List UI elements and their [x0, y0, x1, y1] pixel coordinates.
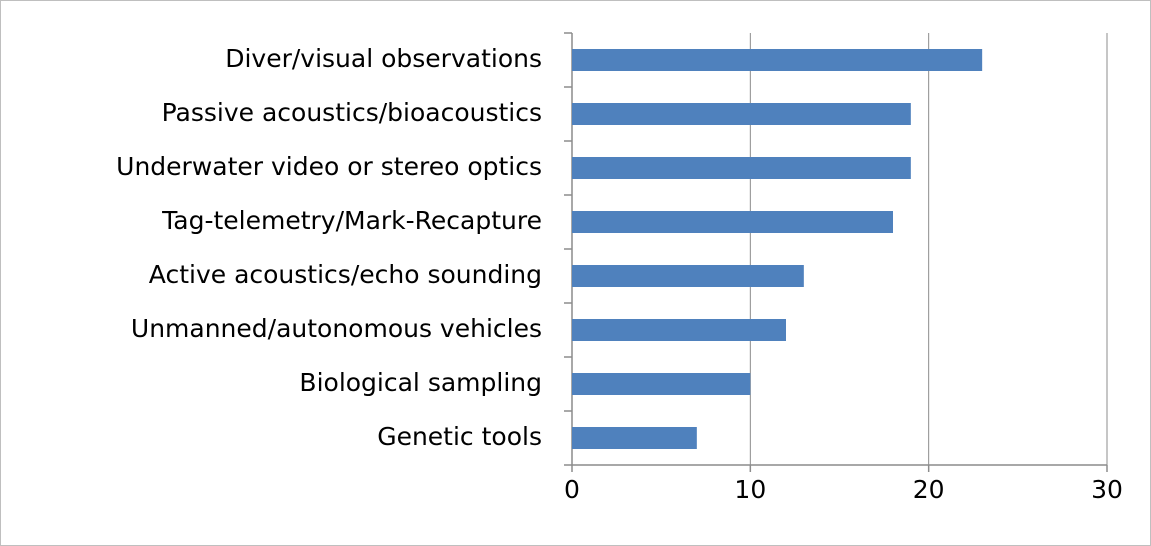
x-tick-label: 10: [734, 475, 766, 504]
bar: [572, 427, 697, 449]
y-tick-label: Tag-telemetry/Mark-Recapture: [161, 206, 542, 235]
bar: [572, 265, 804, 287]
y-tick-label: Unmanned/autonomous vehicles: [131, 314, 542, 343]
y-tick-label: Active acoustics/echo sounding: [149, 260, 542, 289]
bar: [572, 103, 911, 125]
bar: [572, 49, 983, 71]
bar: [572, 211, 893, 233]
y-tick-label: Passive acoustics/bioacoustics: [162, 98, 542, 127]
x-tick-label: 20: [913, 475, 945, 504]
y-tick-label: Underwater video or stereo optics: [116, 152, 542, 181]
bar: [572, 373, 751, 395]
x-tick-label: 0: [564, 475, 580, 504]
x-tick-label: 30: [1091, 475, 1123, 504]
y-tick-label: Biological sampling: [299, 368, 542, 397]
y-tick-label: Genetic tools: [377, 422, 542, 451]
bar: [572, 157, 911, 179]
bar: [572, 319, 786, 341]
y-tick-label: Diver/visual observations: [225, 44, 542, 73]
